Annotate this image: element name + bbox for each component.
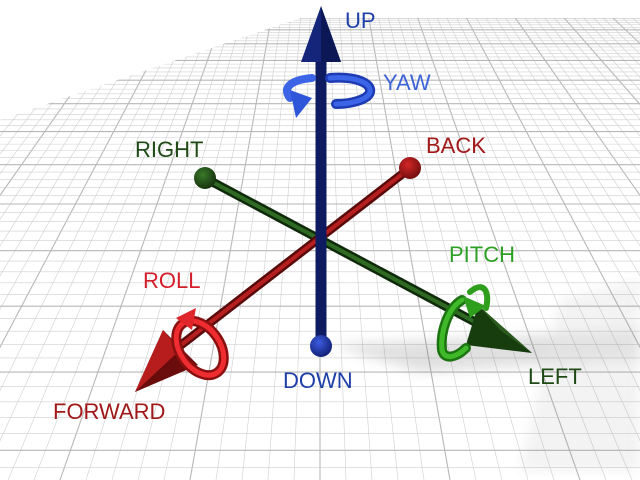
grid-line [544, 17, 640, 137]
grid-line [189, 17, 272, 480]
label-yaw: YAW [383, 70, 431, 95]
grid-line [111, 17, 243, 480]
grid-line [563, 17, 640, 106]
right-end-cap [194, 167, 216, 189]
grid-line [456, 17, 640, 392]
label-left: LEFT [528, 364, 582, 389]
grid-line [33, 17, 213, 480]
grid-line [495, 17, 640, 247]
grid-line [349, 17, 399, 480]
forward-back-axis [135, 157, 421, 392]
label-back: BACK [426, 133, 486, 158]
grid-line [0, 17, 155, 277]
right-left-axis [194, 167, 532, 353]
rotate-yaw-icon [283, 72, 376, 118]
grid-line [466, 17, 640, 349]
label-up: UP [345, 8, 376, 33]
grid-line [514, 17, 640, 197]
down-end-cap [310, 335, 332, 357]
grid-line [0, 17, 184, 392]
rotate-roll-icon [171, 308, 229, 381]
grid-line [476, 17, 640, 310]
grid-line [388, 17, 503, 480]
label-forward: FORWARD [53, 399, 165, 424]
grid-line [485, 17, 640, 277]
grid-line [378, 17, 477, 480]
rotate-pitch-icon [436, 284, 491, 362]
grid-line [0, 17, 174, 349]
grid-line [0, 17, 164, 310]
grid-line [407, 17, 555, 480]
grid-line [0, 17, 135, 220]
label-pitch: PITCH [449, 242, 515, 267]
label-roll: ROLL [143, 268, 200, 293]
label-down: DOWN [283, 368, 353, 393]
grid-line [7, 17, 204, 480]
grid-line [339, 17, 373, 480]
grid-line [215, 17, 282, 480]
grid-line [0, 17, 194, 442]
grid-line [554, 17, 640, 120]
grid-line [524, 17, 640, 175]
grid-line [59, 17, 223, 480]
back-end-cap [399, 157, 421, 179]
grid-line [0, 17, 145, 247]
sky-background [0, 0, 640, 120]
grid-line [241, 17, 291, 480]
grid-line [397, 17, 529, 480]
grid-line [163, 17, 262, 480]
grid-line [505, 17, 640, 220]
label-right: RIGHT [135, 137, 203, 162]
grid-line [85, 17, 233, 480]
grid-line [137, 17, 252, 480]
floor-shadow [330, 280, 640, 470]
grid-line [534, 17, 640, 155]
grid-line [368, 17, 451, 480]
up-down-axis [301, 6, 341, 357]
